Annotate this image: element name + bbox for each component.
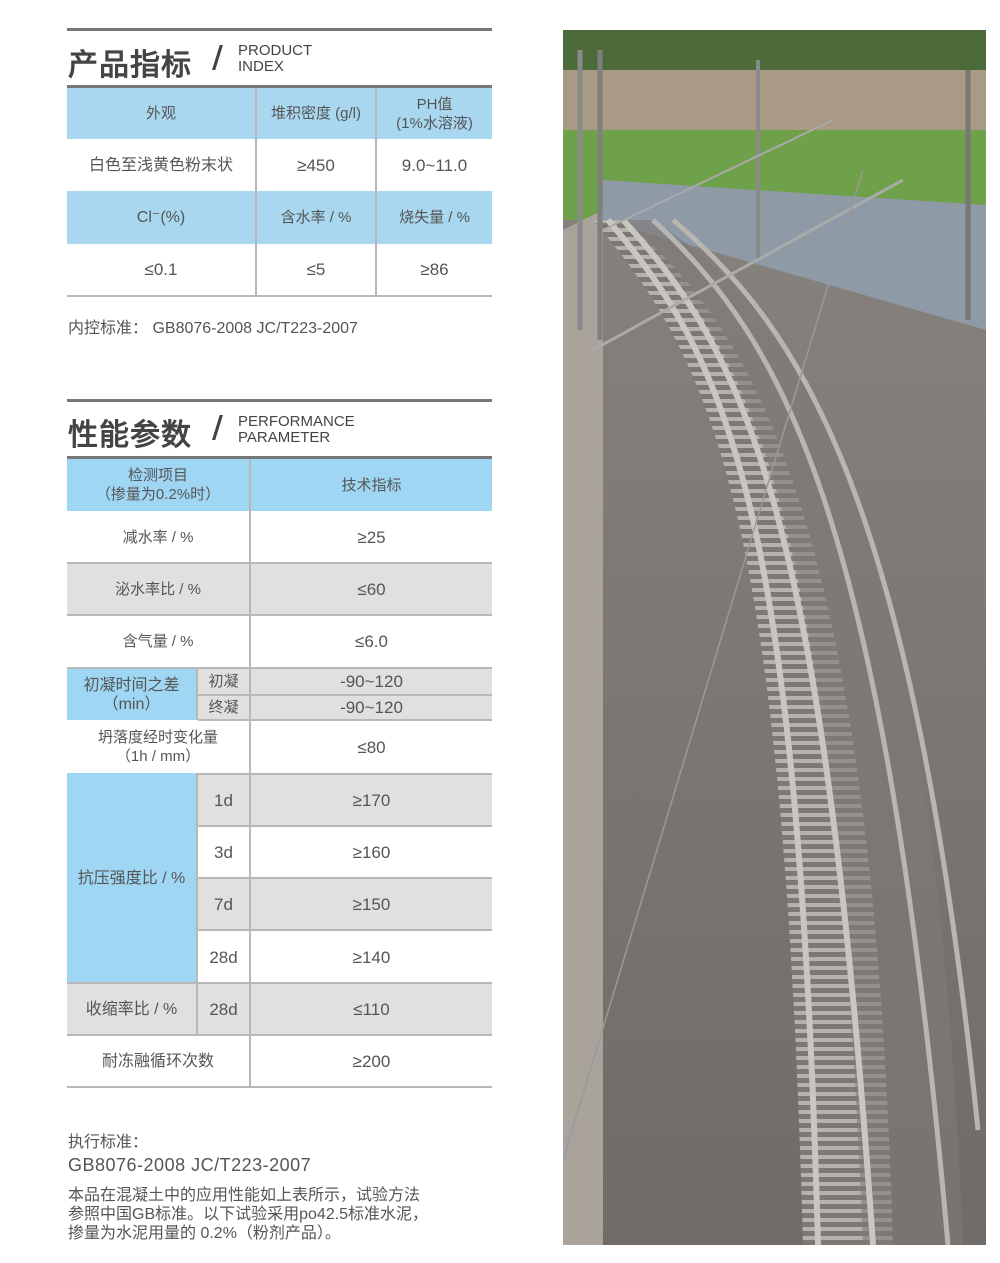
row-label: 泌水率比 / %: [67, 562, 251, 616]
value-cell: 9.0~11.0: [401, 155, 468, 175]
header-line: PH值: [416, 95, 453, 113]
row-label: 耐冻融循环次数: [67, 1036, 251, 1088]
section-rule: [67, 399, 492, 402]
header-cell: 外观: [67, 88, 257, 139]
label-line: （min）: [102, 695, 161, 713]
row-value: ≥150: [251, 877, 492, 931]
header-cell: 检测项目 （掺量为0.2%时）: [67, 459, 251, 511]
row-value: ≤110: [251, 982, 492, 1036]
row-value: ≤60: [251, 562, 492, 616]
sub-label: 3d: [198, 825, 251, 878]
table-top-rule: [67, 456, 492, 459]
row-value: ≥170: [251, 773, 492, 826]
row-label: 抗压强度比 / %: [67, 773, 198, 983]
row-label: 初凝时间之差 （min）: [67, 667, 198, 720]
internal-standard: 内控标准： GB8076-2008 JC/T223-2007: [68, 320, 358, 337]
performance-title-en-1: PERFORMANCE: [238, 413, 355, 430]
section-rule: [67, 28, 492, 31]
row-label: 坍落度经时变化量 （1h / mm）: [67, 721, 251, 773]
desc-line: 掺量为水泥用量的 0.2%（粉剂产品）。: [68, 1225, 341, 1242]
row-value: ≥200: [251, 1036, 492, 1088]
header-line: (1%水溶液): [396, 114, 473, 132]
header-cell: PH值 (1%水溶液): [377, 88, 492, 139]
desc-line: 参照中国GB标准。以下试验采用po42.5标准水泥，: [68, 1206, 429, 1223]
row-value: -90~120: [251, 694, 492, 721]
footer-description: 本品在混凝土中的应用性能如上表所示，试验方法 参照中国GB标准。以下试验采用po…: [68, 1186, 428, 1243]
value-cell: ≤5: [257, 244, 377, 297]
product-index-title-en-2: INDEX: [238, 58, 284, 75]
header-line: （掺量为0.2%时）: [95, 486, 221, 503]
value-cell: ≤0.1: [67, 244, 257, 297]
table-top-rule: [67, 85, 492, 88]
row-value: ≥25: [357, 527, 386, 547]
row-value: ≥140: [352, 947, 391, 967]
performance-title: 性能参数: [68, 418, 192, 453]
sub-label: 初凝: [198, 667, 251, 694]
row-value: ≤6.0: [355, 632, 388, 651]
desc-line: 本品在混凝土中的应用性能如上表所示，试验方法: [68, 1187, 421, 1204]
sub-label: 终凝: [198, 694, 251, 721]
row-value: -90~120: [251, 667, 492, 694]
label-line: 坍落度经时变化量: [97, 729, 218, 746]
header-cell: 技术指标: [251, 459, 492, 511]
performance-title-en-2: PARAMETER: [238, 429, 331, 446]
standard-codes: GB8076-2008 JC/T223-2007: [68, 1155, 312, 1175]
value-cell: ≥86: [377, 244, 492, 297]
row-value: ≤80: [357, 737, 386, 757]
sub-label: 7d: [198, 877, 251, 931]
value-cell: 白色至浅黄色粉末状: [67, 139, 257, 191]
label-line: （1h / mm）: [115, 748, 201, 765]
label-line: 初凝时间之差: [83, 676, 180, 694]
header-cell: Cl⁻(%): [67, 191, 257, 244]
product-index-title: 产品指标: [68, 48, 192, 83]
sub-label: 28d: [198, 931, 251, 983]
row-value: ≥160: [251, 825, 492, 878]
railway-track-photo: [563, 30, 986, 1245]
header-line: 检测项目: [127, 467, 188, 484]
header-cell: 含水率 / %: [257, 191, 377, 244]
value-cell: ≥450: [257, 139, 377, 191]
header-cell: 烧失量 / %: [377, 191, 492, 244]
sub-label: 1d: [198, 773, 251, 826]
standard-label: 执行标准：: [68, 1134, 149, 1151]
row-label: 减水率 / %: [67, 511, 251, 563]
row-label: 收缩率比 / %: [67, 982, 198, 1036]
row-label: 含气量 / %: [67, 616, 251, 667]
header-cell: 堆积密度 (g/l): [257, 88, 377, 139]
product-index-title-en-1: PRODUCT: [238, 42, 313, 59]
title-slash: /: [212, 40, 223, 75]
title-slash: /: [212, 410, 223, 445]
sub-label: 28d: [198, 982, 251, 1036]
